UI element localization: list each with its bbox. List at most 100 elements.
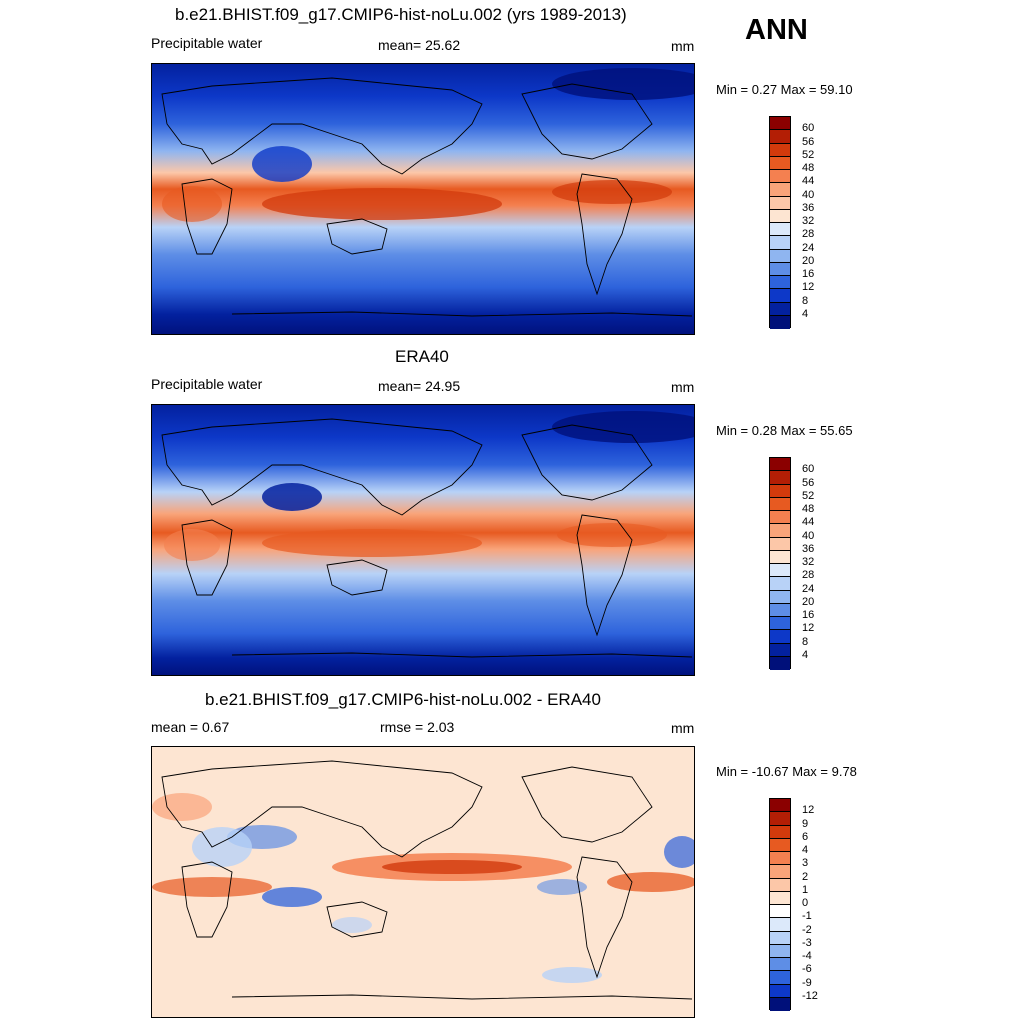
colorbar-tick-label: 4 — [802, 648, 809, 661]
colorbar-tick-label: 12 — [802, 804, 815, 817]
colorbar-swatch — [770, 971, 790, 985]
panel-3-units-label: mm — [671, 720, 695, 736]
colorbar-swatch — [770, 603, 790, 617]
colorbar-swatch — [770, 524, 790, 538]
panel-3-minmax-label: Min = -10.67 Max = 9.78 — [716, 764, 857, 779]
colorbar-tick-label: 48 — [802, 503, 815, 515]
panel-3-map — [151, 746, 695, 1018]
colorbar-swatch — [770, 891, 790, 905]
colorbar-swatch — [770, 564, 790, 578]
colorbar-tick-label: 40 — [802, 188, 815, 201]
colorbar-tick-label: 36 — [802, 201, 815, 214]
colorbar-swatch — [770, 630, 790, 644]
colorbar-tick-label: 6 — [802, 830, 809, 843]
panel-3-colorbar — [769, 798, 791, 1011]
colorbar-tick-label: -1 — [802, 910, 812, 923]
season-label: ANN — [745, 14, 808, 46]
colorbar-tick-label: 12 — [802, 281, 815, 294]
colorbar-tick-label: 24 — [802, 582, 815, 595]
panel-2-minmax-label: Min = 0.28 Max = 55.65 — [716, 423, 853, 438]
panel-2-mean-label: mean= 24.95 — [378, 378, 461, 394]
colorbar-tick-label: -6 — [802, 963, 812, 976]
colorbar-tick-label: 60 — [802, 122, 815, 135]
colorbar-swatch — [770, 262, 790, 276]
colorbar-tick-label: 0 — [802, 897, 809, 909]
colorbar-swatch — [770, 236, 790, 250]
colorbar-tick-label: 12 — [802, 622, 815, 635]
colorbar-tick-label: -9 — [802, 976, 812, 989]
colorbar-swatch — [770, 577, 790, 591]
colorbar-swatch — [770, 617, 790, 631]
colorbar-tick-label: 44 — [802, 516, 815, 529]
colorbar-tick-label: -4 — [802, 950, 812, 962]
colorbar-swatch — [770, 643, 790, 657]
colorbar-tick-label: 16 — [802, 268, 815, 280]
colorbar-swatch — [770, 143, 790, 157]
colorbar-swatch — [770, 183, 790, 197]
colorbar-swatch — [770, 656, 790, 670]
colorbar-swatch — [770, 471, 790, 485]
colorbar-swatch — [770, 458, 790, 472]
colorbar-swatch — [770, 997, 790, 1011]
colorbar-swatch — [770, 984, 790, 998]
colorbar-swatch — [770, 170, 790, 184]
panel-3-mean-label: mean = 0.67 — [151, 719, 230, 735]
colorbar-swatch — [770, 302, 790, 316]
colorbar-swatch — [770, 799, 790, 813]
colorbar-tick-label: 8 — [802, 635, 809, 648]
colorbar-swatch — [770, 812, 790, 826]
colorbar-tick-label: 3 — [802, 857, 809, 870]
colorbar-tick-label: 20 — [802, 595, 815, 608]
panel-1-variable-label: Precipitable water — [151, 35, 263, 51]
colorbar-swatch — [770, 130, 790, 144]
colorbar-tick-label: 60 — [802, 463, 815, 476]
panel-1-title: b.e21.BHIST.f09_g17.CMIP6-hist-noLu.002 … — [175, 5, 627, 24]
colorbar-swatch — [770, 117, 790, 131]
colorbar-tick-label: 36 — [802, 542, 815, 555]
colorbar-tick-label: 24 — [802, 241, 815, 254]
colorbar-swatch — [770, 931, 790, 945]
colorbar-tick-label: -12 — [802, 989, 818, 1002]
colorbar-tick-label: 1 — [802, 883, 809, 896]
colorbar-tick-label: 48 — [802, 162, 815, 174]
colorbar-tick-label: 16 — [802, 609, 815, 621]
colorbar-swatch — [770, 905, 790, 919]
colorbar-swatch — [770, 497, 790, 511]
colorbar-swatch — [770, 550, 790, 564]
colorbar-swatch — [770, 865, 790, 879]
colorbar-tick-label: 40 — [802, 529, 815, 542]
colorbar-swatch — [770, 825, 790, 839]
panel-3-title: b.e21.BHIST.f09_g17.CMIP6-hist-noLu.002 … — [205, 690, 601, 709]
colorbar-swatch — [770, 958, 790, 972]
colorbar-tick-label: 32 — [802, 215, 815, 227]
colorbar-tick-label: 2 — [802, 870, 809, 883]
colorbar-swatch — [770, 484, 790, 498]
colorbar-swatch — [770, 276, 790, 290]
colorbar-tick-label: 9 — [802, 817, 809, 830]
panel-1-minmax-label: Min = 0.27 Max = 59.10 — [716, 82, 853, 97]
colorbar-swatch — [770, 590, 790, 604]
colorbar-tick-label: 20 — [802, 254, 815, 267]
colorbar-tick-label: 56 — [802, 135, 815, 148]
colorbar-swatch — [770, 223, 790, 237]
colorbar-tick-label: 32 — [802, 556, 815, 568]
colorbar-swatch — [770, 289, 790, 303]
colorbar-swatch — [770, 511, 790, 525]
panel-2-units-label: mm — [671, 379, 695, 395]
colorbar-tick-label: 52 — [802, 148, 815, 161]
colorbar-tick-label: 52 — [802, 489, 815, 502]
colorbar-swatch — [770, 209, 790, 223]
panel-1-mean-label: mean= 25.62 — [378, 37, 461, 53]
colorbar-tick-label: 56 — [802, 476, 815, 489]
colorbar-tick-label: 4 — [802, 307, 809, 320]
colorbar-tick-label: 44 — [802, 175, 815, 188]
colorbar-swatch — [770, 156, 790, 170]
panel-1-units-label: mm — [671, 38, 695, 54]
colorbar-swatch — [770, 315, 790, 329]
colorbar-tick-label: 4 — [802, 844, 809, 856]
panel-2-title: ERA40 — [395, 347, 449, 366]
panel-1-map — [151, 63, 695, 335]
colorbar-tick-label: 28 — [802, 228, 815, 241]
colorbar-swatch — [770, 944, 790, 958]
panel-3-rmse-label: rmse = 2.03 — [380, 719, 455, 735]
